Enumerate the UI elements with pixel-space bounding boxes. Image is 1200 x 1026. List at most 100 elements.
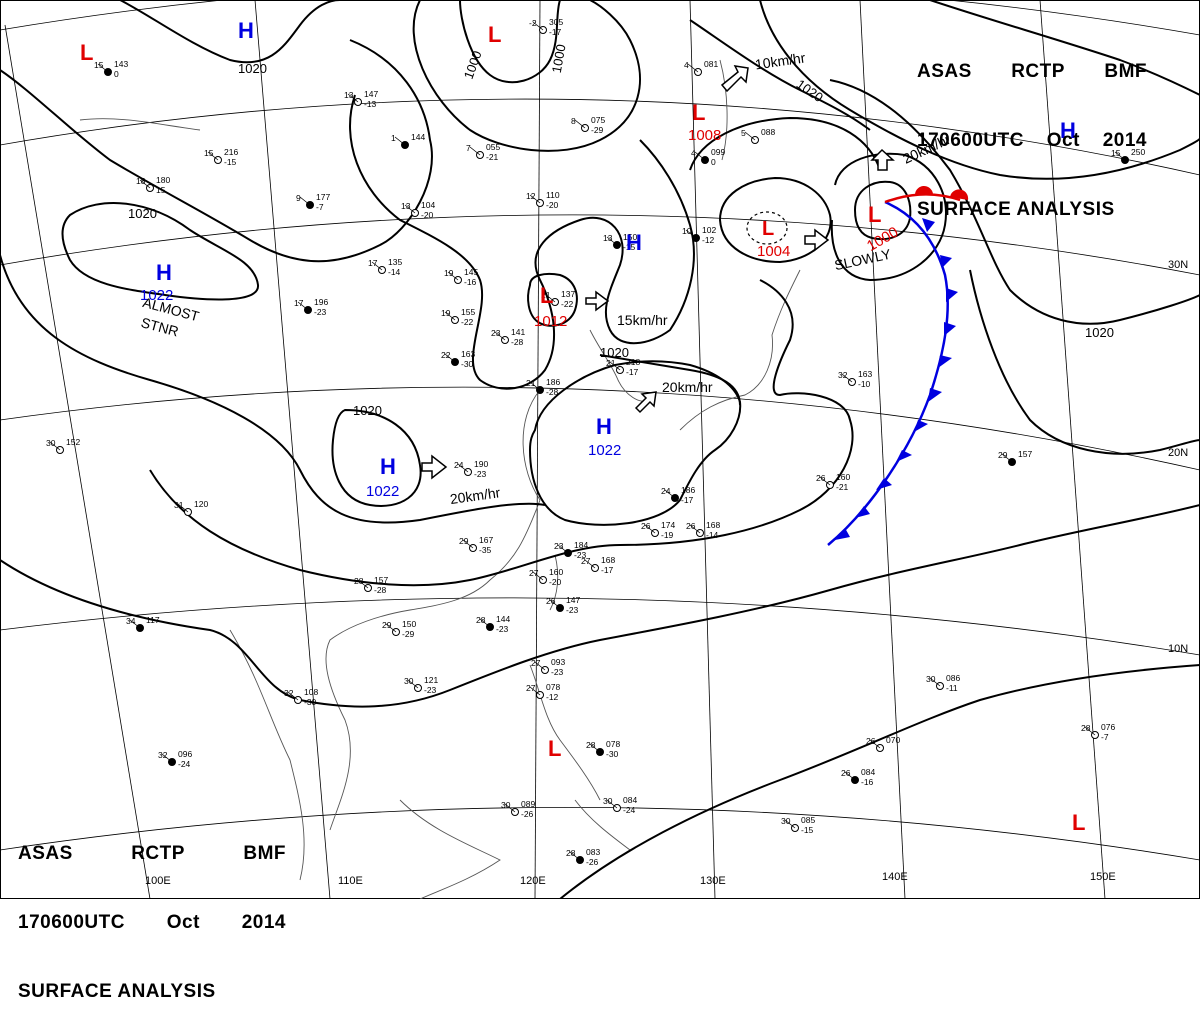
station-temp: 4 — [684, 60, 689, 70]
wind-barb-icon — [694, 151, 706, 161]
parallel-20N — [0, 386, 1200, 471]
station-plot: 30 084-24 — [603, 795, 637, 815]
station-pressure: 157 — [374, 575, 388, 585]
station-dewpoint: -28 — [546, 387, 559, 397]
station-plot: 28 144-23 — [476, 614, 510, 634]
station-pressure: 102 — [702, 225, 716, 235]
isobar-1020-china — [599, 354, 741, 406]
header-top-right: ASAS RCTP BMF 170600UTC Oct 2014 SURFACE… — [917, 14, 1147, 244]
station-pressure: 143 — [114, 59, 128, 69]
station-pressure: 120 — [194, 499, 208, 509]
lon-label: 150E — [1090, 871, 1116, 883]
station-plot: 29 167-35 — [459, 535, 493, 555]
station-temp: -2 — [529, 18, 537, 28]
isobar-nw-large — [0, 39, 433, 263]
coastlines — [79, 59, 801, 900]
coast-korea — [589, 329, 651, 402]
wind-barb-icon — [297, 301, 309, 311]
front-triangle — [835, 528, 850, 540]
isobar-far-east — [969, 269, 1200, 455]
station-dewpoint: -13 — [364, 99, 377, 109]
station-pressure: 137 — [561, 289, 575, 299]
isobar-label: 1020 — [128, 206, 157, 221]
station-dewpoint: 15 — [156, 185, 166, 195]
dashed-low-ring — [746, 211, 788, 245]
weather-map: 15 143 0 18 180 15 15 216 -15 9 177 -7 17 135 -14 19 145… — [0, 0, 1200, 900]
station-dewpoint: -23 — [566, 605, 579, 615]
station-temp: 27 — [531, 658, 541, 668]
station-temp: 28 — [586, 740, 596, 750]
station-pressure: 196 — [314, 297, 328, 307]
station-temp: 21 — [526, 378, 536, 388]
station-pressure: 147 — [566, 595, 580, 605]
wind-barb-icon — [544, 293, 556, 303]
station-dewpoint: -21 — [486, 152, 499, 162]
station-temp: 23 — [491, 328, 501, 338]
wind-barb-icon — [469, 146, 481, 156]
front-triangle — [940, 255, 952, 268]
station-temp: 15 — [204, 148, 214, 158]
wind-barb-icon — [689, 524, 701, 534]
station-temp: 17 — [368, 258, 378, 268]
station-pressure: 141 — [511, 327, 525, 337]
station-pressure: 250 — [1131, 147, 1145, 157]
arrow-icon — [804, 228, 830, 252]
station-pressure: 144 — [411, 132, 425, 142]
front-triangles — [835, 218, 958, 540]
isobar-nw-high — [119, 0, 341, 64]
wind-barb-icon — [589, 743, 601, 753]
wind-barb-icon — [407, 679, 419, 689]
wind-barb-icon — [479, 618, 491, 628]
low-pressure: 1004 — [757, 243, 790, 260]
station-plot: 34 117 — [126, 615, 160, 632]
station-pressure: 168 — [706, 520, 720, 530]
low-pressure: 1012 — [534, 313, 567, 330]
coast-borneo — [399, 799, 501, 900]
station-pressure: 218 — [626, 357, 640, 367]
isobar-mongolia — [0, 254, 546, 524]
station-plot: 26 160-21 — [816, 472, 850, 492]
station-pressure: 174 — [661, 520, 675, 530]
wind-barb-icon — [819, 476, 831, 486]
wind-barb-icon — [97, 63, 109, 73]
station-temp: 22 — [441, 350, 451, 360]
station-plot: 29 150-29 — [382, 619, 416, 639]
header-station-type: ASAS — [917, 61, 972, 82]
station-dewpoint: -23 — [474, 469, 487, 479]
front-triangle — [946, 288, 958, 302]
station-temp: 26 — [546, 596, 556, 606]
station-dewpoint: -28 — [374, 585, 387, 595]
lat-label: 10N — [1168, 643, 1188, 655]
station-temp: 19 — [444, 268, 454, 278]
header-month: Oct — [1046, 130, 1080, 151]
station-plot: 28 083-26 — [566, 847, 600, 867]
high-symbol: H — [596, 414, 612, 439]
wind-barb-icon — [784, 819, 796, 829]
header-station-id: RCTP — [1011, 61, 1065, 82]
header-time: 170600UTC — [18, 912, 125, 933]
station-dewpoint: -12 — [546, 692, 559, 702]
station-pressure: 083 — [586, 847, 600, 857]
header-station-type: ASAS — [18, 843, 73, 864]
station-plot: 32 096-24 — [158, 749, 192, 769]
wind-barb-icon — [207, 151, 219, 161]
station-dewpoint: -16 — [464, 277, 477, 287]
station-plot: 15 216-15 — [204, 147, 238, 167]
station-temp: 19 — [441, 308, 451, 318]
high-symbol: H — [626, 230, 642, 255]
warm-front-semicircle — [914, 185, 933, 196]
station-pressure: 121 — [424, 675, 438, 685]
coast-china — [325, 389, 541, 831]
motion-label: 10km/hr — [754, 49, 807, 72]
header-month: Oct — [166, 912, 200, 933]
lon-label: 110E — [338, 875, 363, 887]
station-plot: 27 160-20 — [529, 567, 563, 587]
wind-barb-icon — [664, 489, 676, 499]
station-temp: 32 — [838, 370, 848, 380]
station-pressure: 084 — [623, 795, 637, 805]
station-temp: 32 — [158, 750, 168, 760]
station-plot: 9 177-7 — [296, 192, 330, 212]
station-dewpoint: -26 — [521, 809, 534, 819]
station-temp: 4 — [691, 148, 696, 158]
station-plot: 30 152 — [46, 437, 80, 454]
